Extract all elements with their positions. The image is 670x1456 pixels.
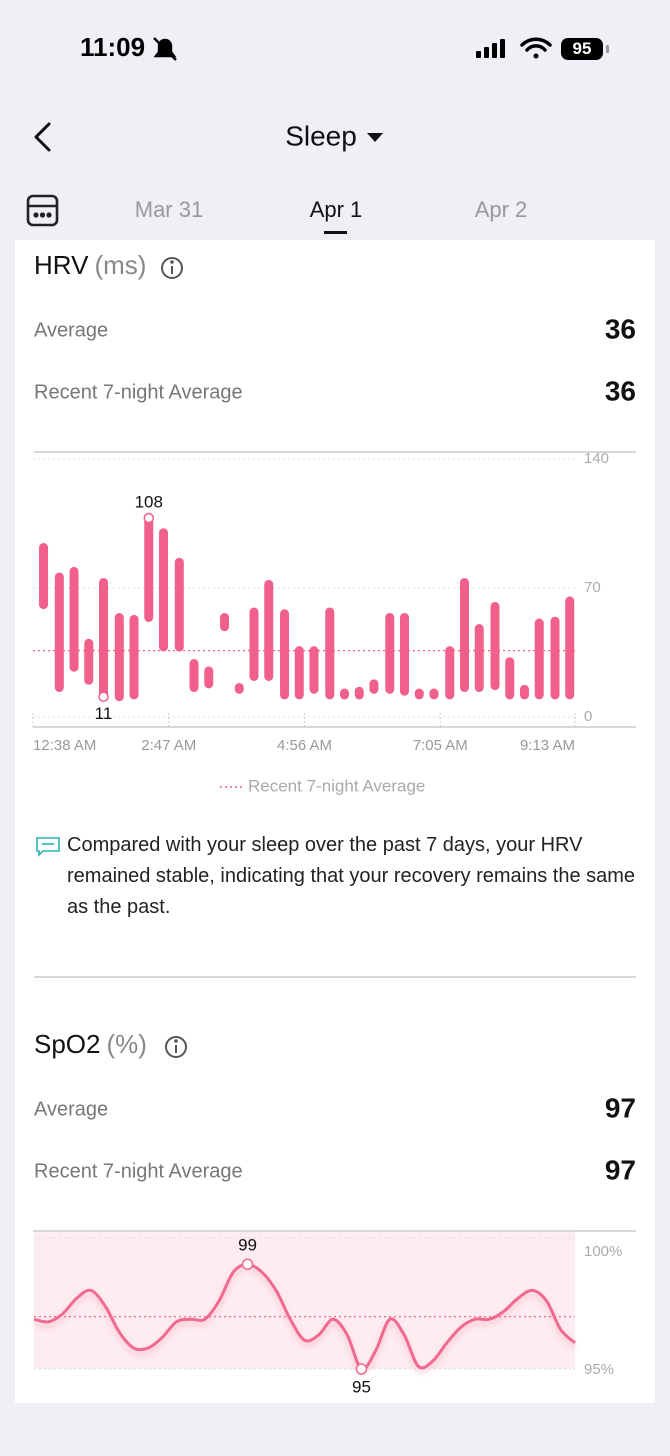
max-marker: [241, 1258, 254, 1270]
card: [15, 240, 655, 1403]
x-tick-label: 2:47 AM: [141, 737, 196, 754]
page-title[interactable]: Sleep: [285, 120, 357, 151]
date-tab-active[interactable]: Apr 1: [310, 197, 363, 222]
y-tick-label: 0: [584, 708, 592, 725]
stat-value: 97: [605, 1092, 636, 1123]
stat-label: Average: [34, 319, 108, 341]
stat-label: Recent 7-night Average: [34, 381, 243, 403]
mute-icon: [153, 37, 177, 61]
max-marker: [143, 512, 155, 524]
tip-text: Compared with your sleep over the past 7…: [67, 834, 636, 918]
stat-value: 97: [605, 1154, 636, 1185]
date-tab[interactable]: Mar 31: [135, 197, 203, 222]
spo2-line: [33, 1262, 577, 1371]
back-button[interactable]: [34, 122, 51, 152]
min-marker: [355, 1363, 368, 1375]
battery-nub: [606, 45, 609, 53]
stat-label: Recent 7-night Average: [34, 1160, 243, 1182]
y-tick-label: 140: [584, 450, 609, 467]
min-marker: [98, 691, 109, 702]
x-tick-label: 9:13 AM: [520, 737, 575, 754]
x-tick-label: 12:38 AM: [33, 737, 96, 754]
y-tick-label: 70: [584, 579, 601, 596]
max-label: 108: [135, 492, 163, 511]
calendar-button[interactable]: [26, 194, 59, 227]
wifi-icon: [520, 37, 552, 59]
stat-value: 36: [605, 313, 636, 344]
tab-indicator: [324, 231, 347, 234]
unit: (%): [107, 1029, 147, 1059]
max-label: 99: [238, 1236, 257, 1255]
title-dropdown[interactable]: [367, 133, 383, 142]
x-tick-label: 4:56 AM: [277, 737, 332, 754]
title: HRV: [34, 250, 89, 280]
x-tick-label: 7:05 AM: [413, 737, 468, 754]
date-tab[interactable]: Apr 2: [475, 197, 528, 222]
stat-value: 36: [605, 375, 636, 406]
y-tick-label: 95%: [584, 1361, 614, 1378]
battery-level: 95: [573, 39, 592, 58]
unit: (ms): [94, 250, 146, 280]
section-title: SpO2 (%): [34, 1029, 147, 1059]
chart-background: [34, 1231, 575, 1369]
tips-icon: [36, 837, 60, 857]
info-icon[interactable]: [165, 1036, 187, 1058]
info-icon[interactable]: [161, 257, 183, 279]
y-tick-label: 100%: [584, 1243, 622, 1260]
signal-icon: [476, 39, 505, 58]
battery: [561, 38, 603, 60]
stat-label: Average: [34, 1098, 108, 1120]
title: SpO2: [34, 1029, 101, 1059]
clock: 11:09: [80, 32, 145, 62]
min-label: 95: [352, 1377, 371, 1396]
min-label: 11: [95, 704, 113, 723]
section-title: HRV (ms): [34, 250, 146, 280]
legend-label: Recent 7-night Average: [248, 776, 425, 795]
